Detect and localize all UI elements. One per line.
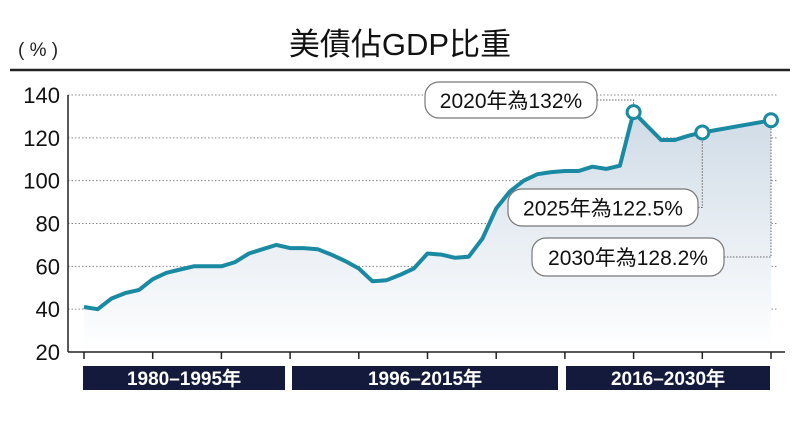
y-tick-label: 80 [36, 212, 60, 237]
period-band [566, 366, 770, 390]
annotation-callouts: 2020年為132% 2025年為122.5% 2030年為128.2% [424, 81, 725, 277]
area-fill [84, 112, 771, 352]
data-marker [625, 104, 642, 121]
y-tick-label: 140 [23, 83, 60, 108]
period-label: 1996–2015年 [368, 367, 482, 390]
data-marker [763, 112, 779, 129]
annotation-box [424, 81, 598, 119]
annotation-label: 2030年為128.2% [548, 247, 708, 270]
annotation-label: 2020年為132% [440, 90, 582, 113]
period-band [292, 366, 558, 390]
y-tick-label: 40 [36, 297, 60, 322]
chart-title: 美債佔GDP比重 [289, 27, 511, 62]
annotation-label: 2025年為122.5% [523, 198, 683, 221]
period-label: 1980–1995年 [127, 367, 241, 390]
series-line [83, 110, 772, 312]
markers [625, 104, 779, 141]
y-tick-label: 60 [36, 254, 60, 279]
annotation-leaders [597, 99, 772, 258]
annotation-leader [724, 120, 772, 258]
annotation-leader [597, 99, 635, 113]
axes [67, 95, 785, 359]
period-label: 2016–2030年 [611, 367, 725, 390]
period-bands: 1980–1995年 1996–2015年 2016–2030年 [83, 366, 770, 390]
y-tick-label: 120 [23, 126, 60, 151]
y-tick-label: 20 [36, 340, 60, 365]
y-tick-label: 100 [23, 169, 60, 194]
y-tick-labels: 20 40 60 80 100 120 140 [23, 83, 60, 365]
period-band [83, 366, 285, 390]
annotation-box [507, 188, 699, 227]
data-marker [694, 124, 711, 141]
annotation-box [531, 237, 725, 277]
annotation-leader [698, 132, 703, 208]
y-unit-label: ( % ) [18, 40, 58, 61]
